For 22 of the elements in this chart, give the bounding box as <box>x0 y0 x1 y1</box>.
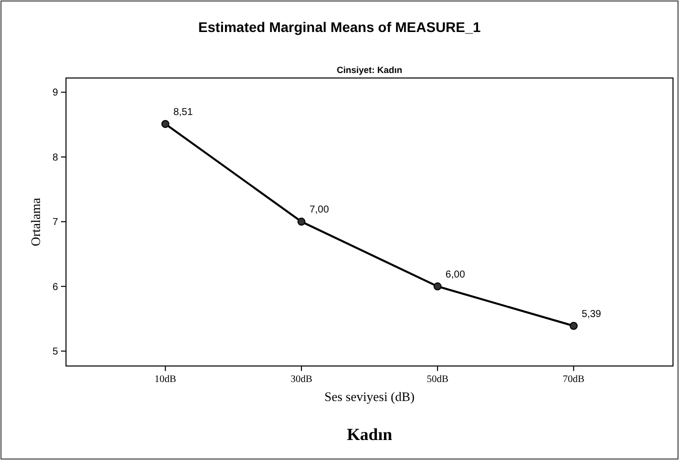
x-tick-label: 30dB <box>290 374 313 385</box>
x-tick-label: 10dB <box>154 374 177 385</box>
data-label: 6,00 <box>446 269 466 280</box>
x-axis-title: Ses seviyesi (dB) <box>324 389 415 404</box>
x-tick-label: 50dB <box>426 374 449 385</box>
y-axis-title: Ortalama <box>28 198 43 246</box>
y-tick-label: 8 <box>52 152 58 164</box>
chart-title: Estimated Marginal Means of MEASURE_1 <box>198 19 481 35</box>
y-tick-label: 9 <box>52 88 58 99</box>
y-tick-label: 7 <box>52 217 58 228</box>
data-label: 7,00 <box>309 204 330 216</box>
y-tick-label: 5 <box>52 346 58 358</box>
y-tick-label: 6 <box>52 282 58 293</box>
point <box>570 322 578 330</box>
point <box>297 218 306 226</box>
point <box>161 120 170 128</box>
chart-subtitle: Cinsiyet: Kadın <box>336 65 402 75</box>
data-label: 5,39 <box>582 308 602 320</box>
data-label: 8,51 <box>173 106 194 118</box>
text: Kadın <box>346 425 393 444</box>
point <box>434 282 442 290</box>
x-tick-label: 70dB <box>562 374 585 385</box>
